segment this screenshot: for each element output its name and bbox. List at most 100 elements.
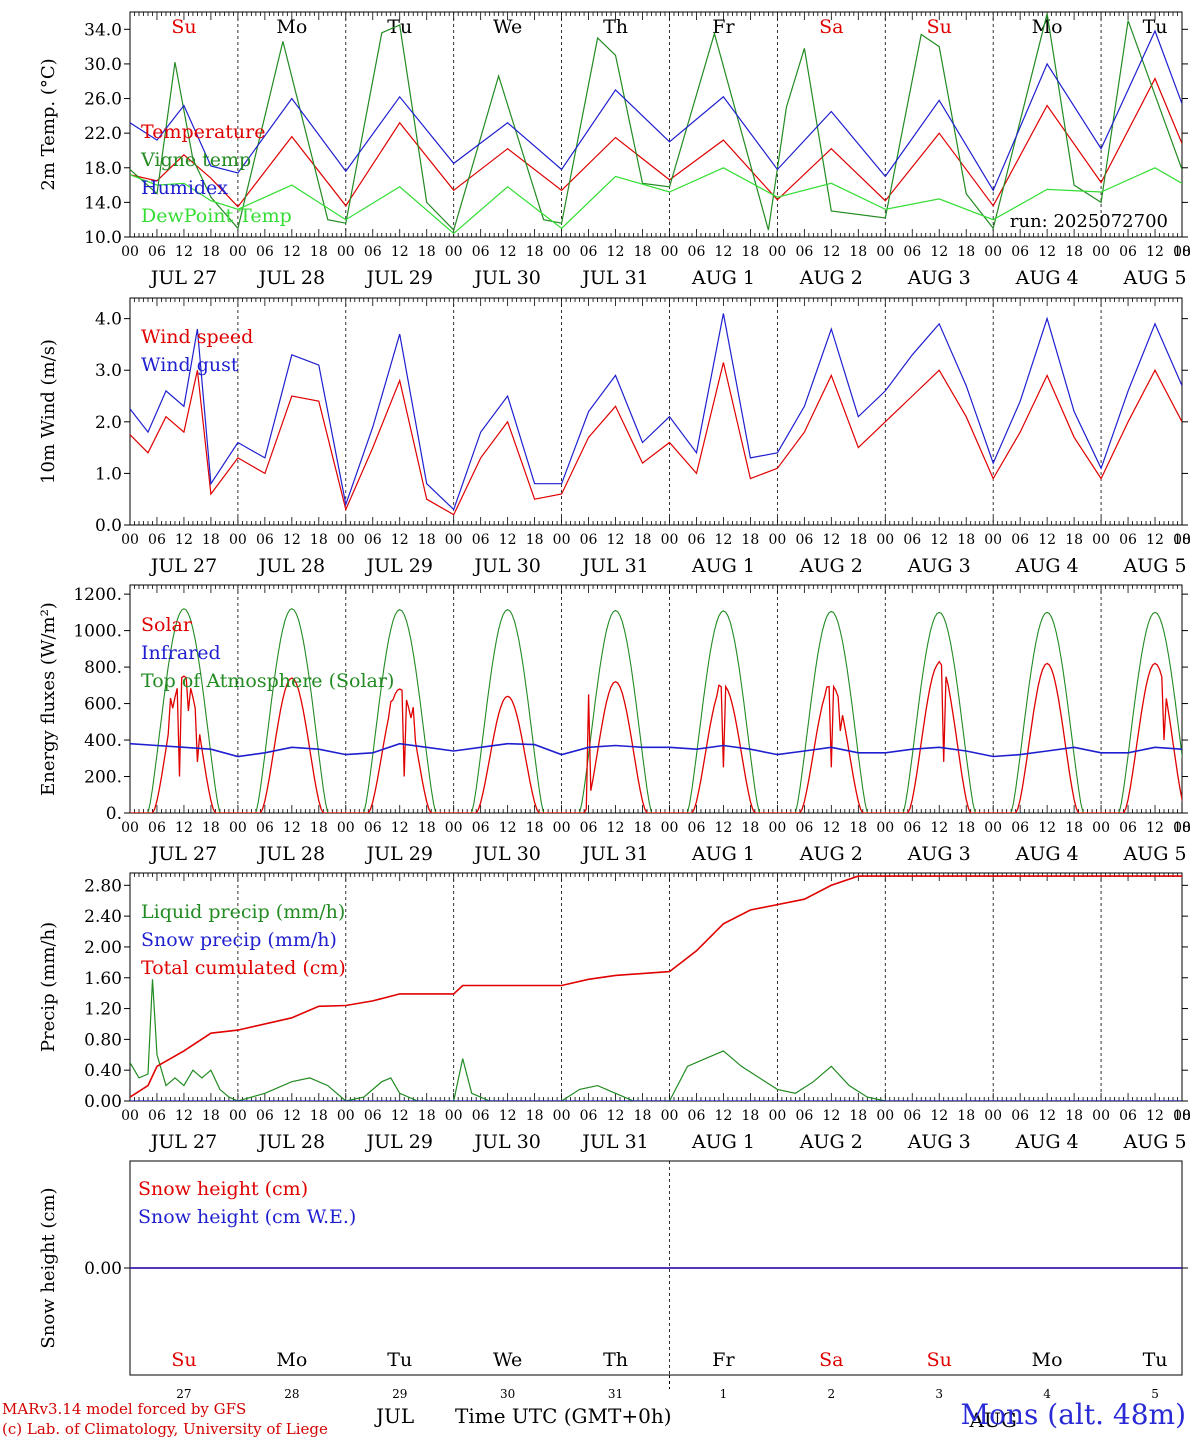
- hour-label: 18: [1065, 820, 1083, 836]
- y-tick-label: 200.: [84, 768, 122, 788]
- series-line-1: [130, 13, 1182, 232]
- hour-label: 18: [418, 1108, 436, 1124]
- hour-label: 00: [553, 532, 571, 548]
- hour-ticks: [129, 298, 1183, 525]
- date-label: JUL 30: [472, 267, 540, 289]
- hour-label: 18: [310, 244, 328, 260]
- day-number: 28: [284, 1387, 299, 1401]
- hour-label: 00: [229, 1108, 247, 1124]
- y-axis-label: Snow height (cm): [38, 1187, 59, 1348]
- date-label: JUL 28: [257, 267, 325, 289]
- hour-label: 00: [553, 244, 571, 260]
- hour-label: 12: [391, 244, 409, 260]
- toa-solar-line: [993, 611, 1102, 813]
- hour-label: 00: [768, 1108, 786, 1124]
- hour-label: 06: [148, 532, 166, 548]
- hour-label: 12: [391, 532, 409, 548]
- hour-label: 12: [1146, 532, 1164, 548]
- hour-label: 06: [903, 532, 921, 548]
- hour-label: 06: [364, 244, 382, 260]
- hour-label: 06: [256, 820, 274, 836]
- y-tick-label: 2.00: [84, 938, 122, 958]
- hour-label: 12: [715, 244, 733, 260]
- date-label: AUG 4: [1015, 267, 1079, 289]
- toa-solar-line: [453, 608, 562, 813]
- hour-label: 00: [121, 532, 139, 548]
- hour-label: 06: [472, 820, 490, 836]
- hour-label: 12: [1146, 244, 1164, 260]
- hour-label: 12: [930, 244, 948, 260]
- weekday-label: Su: [171, 1349, 196, 1371]
- plot-frame: [129, 297, 1183, 526]
- hour-label: 00: [876, 532, 894, 548]
- hour-label: 00: [121, 1108, 139, 1124]
- hour-label: 18: [526, 1108, 544, 1124]
- hour-label: 06: [903, 820, 921, 836]
- hour-label: 12: [1146, 1108, 1164, 1124]
- date-label: JUL 31: [580, 1131, 648, 1153]
- hour-label: 12: [283, 1108, 301, 1124]
- hour-label: 00: [1173, 244, 1191, 260]
- date-label: AUG 2: [799, 555, 863, 577]
- hour-label: 18: [418, 820, 436, 836]
- hour-label: 18: [957, 1108, 975, 1124]
- plot-frame: [129, 11, 1183, 238]
- date-label: AUG 1: [691, 1131, 755, 1153]
- date-label: JUL 29: [365, 267, 433, 289]
- legend-entry: DewPoint Temp: [141, 205, 292, 227]
- weekday-label: Mo: [276, 1349, 307, 1371]
- hour-label: 18: [634, 532, 652, 548]
- solar-line: [345, 688, 454, 813]
- hour-label: 18: [1173, 820, 1191, 836]
- hour-label: 06: [256, 1108, 274, 1124]
- hour-label: 06: [1011, 1108, 1029, 1124]
- hour-label: 18: [202, 532, 220, 548]
- hour-label: 00: [445, 532, 463, 548]
- hour-label: 12: [822, 244, 840, 260]
- hour-label: 18: [1065, 1108, 1083, 1124]
- legend-entry: Snow height (cm): [138, 1178, 308, 1200]
- y-tick-label: 2.0: [95, 413, 122, 433]
- day-number: 2: [828, 1387, 836, 1401]
- hour-label: 06: [580, 244, 598, 260]
- y-tick-label: 800.: [84, 658, 122, 678]
- date-label: JUL 29: [365, 555, 433, 577]
- hour-label: 00: [661, 244, 679, 260]
- date-label: JUL 31: [580, 843, 648, 865]
- hour-label: 18: [957, 244, 975, 260]
- hour-label: 18: [634, 1108, 652, 1124]
- y-tick-label: 30.0: [84, 55, 122, 75]
- hour-label: 12: [499, 532, 517, 548]
- solar-line: [561, 680, 670, 813]
- day-number: 30: [500, 1387, 515, 1401]
- y-axis-label: 2m Temp. (°C): [38, 58, 59, 190]
- date-label: AUG 5: [1123, 843, 1187, 865]
- y-tick-label: 18.0: [84, 159, 122, 179]
- legend-entry: Solar: [141, 614, 193, 636]
- hour-label: 00: [445, 820, 463, 836]
- y-tick-label: 10.0: [84, 228, 122, 248]
- hour-label: 12: [391, 1108, 409, 1124]
- y-axis-label: Precip (mm/h): [38, 922, 59, 1052]
- date-label: JUL 27: [149, 555, 217, 577]
- hour-label: 00: [984, 244, 1002, 260]
- date-label: JUL 30: [472, 843, 540, 865]
- hour-label: 06: [472, 1108, 490, 1124]
- hour-label: 12: [1038, 244, 1056, 260]
- hour-label: 06: [580, 820, 598, 836]
- hour-label: 00: [984, 1108, 1002, 1124]
- hour-label: 18: [202, 244, 220, 260]
- solar-line: [453, 695, 562, 813]
- solar-line: [237, 677, 346, 813]
- y-axis-label: 10m Wind (m/s): [38, 339, 59, 484]
- hour-label: 06: [903, 244, 921, 260]
- hour-label: 18: [202, 1108, 220, 1124]
- series-line-2: [130, 875, 1182, 1098]
- weekday-label: Su: [927, 16, 952, 38]
- y-tick-label: 1.60: [84, 969, 122, 989]
- hour-label: 18: [849, 1108, 867, 1124]
- y-tick-label: 14.0: [84, 193, 122, 213]
- weekday-label: Su: [927, 1349, 952, 1371]
- hour-label: 06: [1119, 820, 1137, 836]
- hour-label: 12: [607, 1108, 625, 1124]
